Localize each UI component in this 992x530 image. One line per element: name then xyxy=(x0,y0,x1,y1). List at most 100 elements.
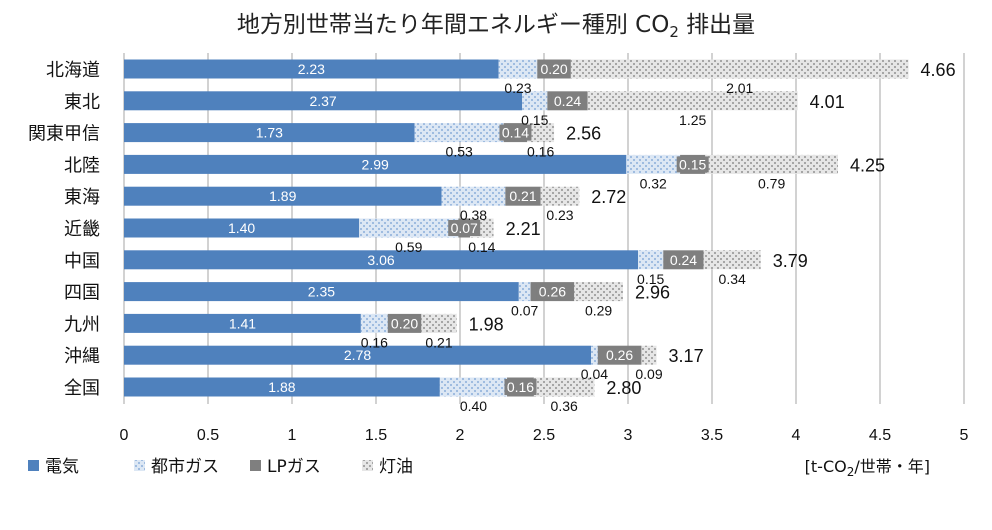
data-label-city-gas: 0.16 xyxy=(361,334,388,350)
data-label-city-gas: 0.38 xyxy=(460,207,487,223)
data-label-total: 2.56 xyxy=(566,124,601,144)
title-tail: 排出量 xyxy=(679,12,755,38)
bar-electricity xyxy=(124,345,592,365)
bar-kerosene xyxy=(540,186,580,206)
data-label-bg-lp-gas xyxy=(536,283,569,300)
bar-city-gas xyxy=(518,282,531,302)
legend-swatch-electricity xyxy=(28,460,39,471)
category-label: 九州 xyxy=(64,314,100,335)
bar-stacks xyxy=(124,59,909,397)
data-label-total: 2.72 xyxy=(591,187,626,207)
data-label-city-gas: 0.04 xyxy=(581,366,608,382)
data-label-bg-lp-gas xyxy=(499,124,532,141)
data-label-lp-gas: 0.16 xyxy=(507,379,534,395)
bar-kerosene xyxy=(703,250,761,270)
category-label: 関東甲信 xyxy=(28,124,100,145)
legend-label-lp-gas: LPガス xyxy=(267,457,321,477)
unit-label: [t-CO2/世帯・年] xyxy=(805,457,930,479)
x-tick-label: 0 xyxy=(120,427,129,444)
data-label-electricity: 1.89 xyxy=(269,188,296,204)
bar-kerosene xyxy=(533,377,595,397)
x-axis-ticks: 0 0.5 1 1.5 2 2.5 3 3.5 4 4.5 5 xyxy=(120,427,969,444)
data-label-electricity: 1.73 xyxy=(256,125,283,141)
data-label-total: 4.25 xyxy=(850,155,885,175)
bar-electricity xyxy=(124,59,499,79)
bar-kerosene xyxy=(527,123,555,143)
bar-electricity xyxy=(124,154,627,174)
data-label-total: 1.98 xyxy=(469,314,504,334)
category-label: 近畿 xyxy=(64,219,100,240)
bar-city-gas xyxy=(638,250,664,270)
x-tick-label: 3 xyxy=(624,427,633,444)
data-label-lp-gas: 0.20 xyxy=(391,315,418,331)
data-label-electricity: 2.35 xyxy=(308,284,335,300)
data-label-bg-lp-gas xyxy=(538,61,571,77)
data-label-electricity: 3.06 xyxy=(367,252,394,268)
x-tick-label: 5 xyxy=(960,427,969,444)
x-tick-label: 1 xyxy=(288,427,297,444)
bar-electricity xyxy=(124,250,639,270)
bar-electricity xyxy=(124,91,523,111)
data-label-bg-lp-gas xyxy=(388,315,421,332)
data-label-city-gas: 0.40 xyxy=(460,398,487,414)
bar-city-gas xyxy=(441,186,506,206)
bar-city-gas xyxy=(360,313,388,333)
legend-label-electricity: 電気 xyxy=(45,457,79,477)
category-label: 北陸 xyxy=(64,155,100,176)
x-tick-label: 4.5 xyxy=(869,427,891,444)
data-label-total: 4.66 xyxy=(921,60,956,80)
data-label-bg-lp-gas xyxy=(551,92,584,109)
legend: 電気 都市ガス LPガス 灯油 xyxy=(28,457,413,477)
data-label-lp-gas: 0.24 xyxy=(554,93,581,109)
data-label-city-gas: 0.23 xyxy=(504,80,531,96)
data-label-kerosene: 0.34 xyxy=(719,271,746,287)
data-label-electricity: 1.40 xyxy=(228,220,255,236)
data-label-kerosene: 0.79 xyxy=(758,175,785,191)
bar-city-gas xyxy=(359,218,459,238)
data-label-city-gas: 0.15 xyxy=(637,271,664,287)
data-label-city-gas: 0.59 xyxy=(395,239,422,255)
legend-swatch-lp-gas xyxy=(250,460,261,471)
bar-city-gas xyxy=(498,59,538,79)
x-tick-label: 2.5 xyxy=(533,427,555,444)
chart-title: 地方別世帯当たり年間エネルギー種別 CO2 排出量 xyxy=(237,12,755,41)
data-label-kerosene: 1.25 xyxy=(679,112,706,128)
data-label-lp-gas: 0.07 xyxy=(451,220,478,236)
bar-electricity xyxy=(124,282,519,302)
x-tick-label: 2 xyxy=(456,427,465,444)
data-label-lp-gas: 0.14 xyxy=(502,125,529,141)
bar-kerosene xyxy=(641,345,657,365)
legend-swatch-kerosene xyxy=(362,460,373,471)
data-label-lp-gas: 0.15 xyxy=(679,156,706,172)
data-label-electricity: 2.23 xyxy=(298,61,325,77)
x-tick-label: 4 xyxy=(792,427,801,444)
data-label-kerosene: 0.14 xyxy=(468,239,495,255)
bar-kerosene xyxy=(421,313,457,333)
title-subscript: 2 xyxy=(669,23,679,41)
data-label-kerosene: 0.21 xyxy=(425,334,452,350)
category-label: 北海道 xyxy=(46,60,100,81)
category-label: 全国 xyxy=(64,378,100,399)
bar-electricity xyxy=(124,123,415,143)
data-label-city-gas: 0.53 xyxy=(446,144,473,160)
data-label-lp-gas: 0.26 xyxy=(606,347,633,363)
x-tick-label: 1.5 xyxy=(365,427,387,444)
bar-electricity xyxy=(124,218,360,238)
category-label: 東北 xyxy=(64,92,100,113)
data-label-electricity: 2.37 xyxy=(309,93,336,109)
data-label-electricity: 1.88 xyxy=(268,379,295,395)
data-label-kerosene: 0.09 xyxy=(635,366,662,382)
data-label-kerosene: 0.23 xyxy=(546,207,573,223)
category-label: 中国 xyxy=(64,251,100,272)
bar-electricity xyxy=(124,186,442,206)
bar-electricity xyxy=(124,313,361,333)
data-label-total: 2.96 xyxy=(635,283,670,303)
data-label-total: 4.01 xyxy=(810,92,845,112)
unit-pre: [t-CO xyxy=(805,457,847,476)
data-label-total: 2.21 xyxy=(506,219,541,239)
data-label-lp-gas: 0.21 xyxy=(509,188,536,204)
bar-kerosene xyxy=(570,59,909,79)
data-label-total: 3.79 xyxy=(773,251,808,271)
data-label-bg-lp-gas xyxy=(504,379,537,395)
